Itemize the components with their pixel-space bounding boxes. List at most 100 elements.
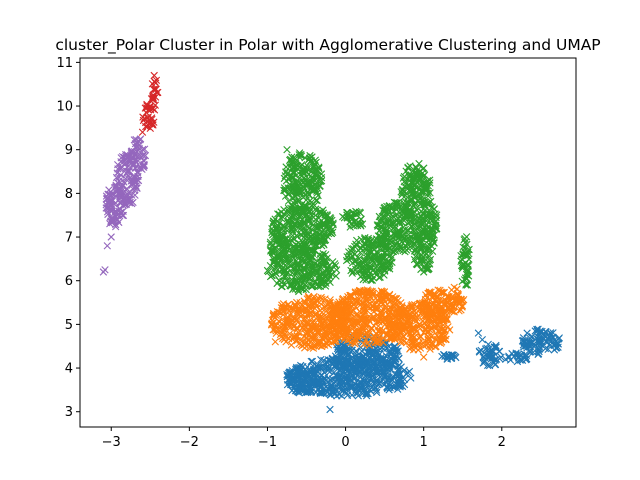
data-point <box>305 207 314 215</box>
data-point <box>522 351 531 359</box>
data-point <box>416 173 424 182</box>
data-point <box>425 289 434 297</box>
data-point <box>446 326 454 334</box>
data-point <box>296 367 304 376</box>
data-point <box>290 273 298 281</box>
data-point <box>284 225 293 234</box>
data-point <box>378 288 386 296</box>
data-point <box>317 263 325 271</box>
data-point <box>366 369 374 378</box>
data-point <box>143 100 151 109</box>
data-point <box>306 154 314 162</box>
data-point <box>367 383 376 391</box>
data-point <box>415 333 423 342</box>
data-point <box>302 373 310 381</box>
data-point <box>314 191 322 200</box>
data-point <box>523 329 531 337</box>
data-point <box>339 342 347 351</box>
data-point <box>426 335 434 343</box>
cluster-3 <box>138 71 162 136</box>
data-point <box>291 241 300 249</box>
data-point <box>142 122 150 131</box>
data-point <box>281 266 290 274</box>
data-point <box>522 339 530 348</box>
data-point <box>429 291 437 300</box>
cluster-4 <box>99 135 150 276</box>
data-point <box>364 390 372 398</box>
y-tick-label: 7 <box>65 231 73 246</box>
data-point <box>291 205 300 213</box>
data-point <box>280 186 288 195</box>
data-point <box>435 327 443 335</box>
data-point <box>434 327 442 335</box>
data-point <box>267 247 275 255</box>
data-point <box>441 352 449 360</box>
data-point <box>334 302 342 310</box>
data-point <box>361 309 369 317</box>
data-point <box>293 233 301 241</box>
data-point <box>105 199 113 207</box>
data-point <box>280 241 289 249</box>
data-point <box>514 350 523 358</box>
data-point <box>408 301 416 309</box>
data-point <box>366 238 374 246</box>
data-point <box>301 234 310 243</box>
data-point <box>363 348 372 356</box>
data-point <box>297 152 306 160</box>
data-point <box>305 177 313 185</box>
data-point <box>273 279 281 288</box>
data-point <box>297 248 305 256</box>
data-point <box>304 215 312 224</box>
data-point <box>345 373 353 381</box>
x-tick-label: 1 <box>420 435 428 450</box>
data-point <box>309 163 318 172</box>
data-point <box>463 281 472 289</box>
data-point <box>408 312 416 320</box>
data-point <box>322 387 330 395</box>
data-point <box>302 385 310 393</box>
data-point <box>280 325 288 333</box>
data-point <box>295 178 303 186</box>
data-point <box>416 333 425 341</box>
data-point <box>398 191 406 199</box>
data-point <box>396 383 404 391</box>
data-point <box>351 250 359 258</box>
data-point <box>119 207 127 215</box>
data-point <box>376 258 384 266</box>
data-point <box>438 338 446 346</box>
data-point <box>286 330 294 338</box>
data-point <box>357 244 365 252</box>
data-point <box>267 246 275 254</box>
data-point <box>317 222 325 231</box>
data-point <box>404 163 412 171</box>
data-point <box>356 244 365 252</box>
data-point <box>294 260 303 268</box>
data-point <box>373 376 381 384</box>
data-point <box>324 374 332 382</box>
data-point <box>443 299 451 307</box>
data-point <box>311 332 319 341</box>
data-point <box>400 366 408 374</box>
data-point <box>359 338 367 346</box>
data-point <box>286 311 294 319</box>
data-point <box>460 250 468 258</box>
data-point <box>290 283 298 291</box>
data-point <box>343 391 352 399</box>
data-point <box>285 219 293 227</box>
data-point <box>426 319 434 327</box>
data-point <box>380 271 388 279</box>
data-point <box>287 280 296 288</box>
data-point <box>340 348 349 357</box>
data-point <box>455 307 463 315</box>
data-point <box>375 327 383 336</box>
data-point <box>107 205 116 213</box>
data-point <box>385 306 394 315</box>
data-point <box>107 207 115 215</box>
data-point <box>531 327 539 335</box>
data-point <box>420 198 429 206</box>
data-point <box>302 285 310 294</box>
data-point <box>344 293 352 301</box>
data-point <box>385 290 394 299</box>
data-point <box>437 309 446 317</box>
data-point <box>299 385 308 393</box>
